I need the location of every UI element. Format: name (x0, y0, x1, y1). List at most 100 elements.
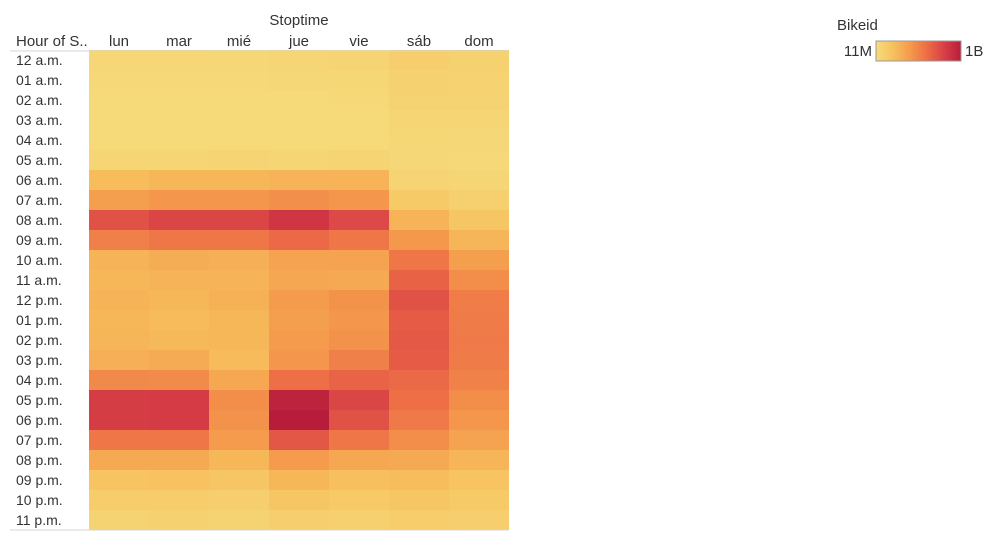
heatmap-cell[interactable] (89, 390, 149, 410)
heatmap-cell[interactable] (329, 250, 389, 270)
heatmap-cell[interactable] (209, 130, 269, 150)
heatmap-cell[interactable] (449, 130, 509, 150)
heatmap-cell[interactable] (329, 450, 389, 470)
heatmap-cell[interactable] (209, 110, 269, 130)
heatmap-cell[interactable] (149, 170, 209, 190)
heatmap-cell[interactable] (89, 150, 149, 170)
heatmap-cell[interactable] (209, 170, 269, 190)
heatmap-cell[interactable] (269, 110, 329, 130)
heatmap-cell[interactable] (329, 350, 389, 370)
heatmap-cell[interactable] (449, 210, 509, 230)
heatmap-cell[interactable] (149, 50, 209, 70)
heatmap-cell[interactable] (149, 150, 209, 170)
heatmap-cell[interactable] (389, 350, 449, 370)
heatmap-cell[interactable] (89, 310, 149, 330)
heatmap-cell[interactable] (149, 230, 209, 250)
heatmap-cell[interactable] (389, 270, 449, 290)
heatmap-cell[interactable] (269, 490, 329, 510)
heatmap-cell[interactable] (209, 470, 269, 490)
heatmap-cell[interactable] (329, 110, 389, 130)
heatmap-cell[interactable] (449, 70, 509, 90)
heatmap-cell[interactable] (389, 150, 449, 170)
heatmap-cell[interactable] (149, 310, 209, 330)
heatmap-cell[interactable] (449, 310, 509, 330)
heatmap-cell[interactable] (449, 370, 509, 390)
heatmap-cell[interactable] (89, 490, 149, 510)
heatmap-cell[interactable] (449, 250, 509, 270)
heatmap-cell[interactable] (149, 110, 209, 130)
heatmap-cell[interactable] (389, 210, 449, 230)
heatmap-cell[interactable] (149, 410, 209, 430)
heatmap-cell[interactable] (449, 90, 509, 110)
heatmap-cell[interactable] (89, 70, 149, 90)
heatmap-cell[interactable] (329, 230, 389, 250)
heatmap-cell[interactable] (329, 390, 389, 410)
heatmap-cell[interactable] (209, 330, 269, 350)
heatmap-cell[interactable] (389, 330, 449, 350)
heatmap-cell[interactable] (209, 310, 269, 330)
heatmap-cell[interactable] (329, 430, 389, 450)
heatmap-cell[interactable] (209, 450, 269, 470)
heatmap-cell[interactable] (449, 490, 509, 510)
heatmap-cell[interactable] (269, 510, 329, 530)
heatmap-cell[interactable] (329, 410, 389, 430)
heatmap-cell[interactable] (389, 110, 449, 130)
heatmap-cell[interactable] (269, 270, 329, 290)
heatmap-cell[interactable] (389, 170, 449, 190)
heatmap-cell[interactable] (329, 150, 389, 170)
heatmap-cell[interactable] (149, 330, 209, 350)
heatmap-cell[interactable] (89, 50, 149, 70)
heatmap-cell[interactable] (389, 390, 449, 410)
heatmap-cell[interactable] (449, 450, 509, 470)
heatmap-cell[interactable] (449, 510, 509, 530)
heatmap-cell[interactable] (329, 290, 389, 310)
heatmap-cell[interactable] (89, 130, 149, 150)
heatmap-cell[interactable] (209, 230, 269, 250)
heatmap-cell[interactable] (329, 330, 389, 350)
heatmap-cell[interactable] (149, 290, 209, 310)
heatmap-cell[interactable] (89, 90, 149, 110)
heatmap-cell[interactable] (389, 70, 449, 90)
heatmap-cell[interactable] (269, 310, 329, 330)
heatmap-cell[interactable] (149, 390, 209, 410)
heatmap-cell[interactable] (449, 190, 509, 210)
heatmap-cell[interactable] (329, 370, 389, 390)
heatmap-cell[interactable] (389, 470, 449, 490)
heatmap-cell[interactable] (269, 390, 329, 410)
heatmap-cell[interactable] (329, 470, 389, 490)
heatmap-cell[interactable] (269, 190, 329, 210)
heatmap-cell[interactable] (269, 70, 329, 90)
heatmap-cell[interactable] (269, 430, 329, 450)
heatmap-cell[interactable] (389, 310, 449, 330)
heatmap-cell[interactable] (269, 410, 329, 430)
heatmap-cell[interactable] (449, 390, 509, 410)
heatmap-cell[interactable] (149, 210, 209, 230)
heatmap-cell[interactable] (449, 150, 509, 170)
heatmap-cell[interactable] (149, 90, 209, 110)
heatmap-cell[interactable] (269, 250, 329, 270)
heatmap-cell[interactable] (449, 350, 509, 370)
heatmap-cell[interactable] (209, 70, 269, 90)
heatmap-cell[interactable] (389, 370, 449, 390)
heatmap-cell[interactable] (89, 370, 149, 390)
heatmap-cell[interactable] (329, 70, 389, 90)
heatmap-cell[interactable] (209, 430, 269, 450)
heatmap-cell[interactable] (329, 50, 389, 70)
heatmap-cell[interactable] (449, 290, 509, 310)
heatmap-cell[interactable] (329, 90, 389, 110)
heatmap-cell[interactable] (269, 370, 329, 390)
heatmap-cell[interactable] (149, 450, 209, 470)
heatmap-cell[interactable] (89, 230, 149, 250)
heatmap-cell[interactable] (329, 510, 389, 530)
heatmap-cell[interactable] (209, 90, 269, 110)
heatmap-cell[interactable] (149, 270, 209, 290)
heatmap-cell[interactable] (269, 130, 329, 150)
heatmap-cell[interactable] (269, 50, 329, 70)
heatmap-cell[interactable] (209, 490, 269, 510)
heatmap-cell[interactable] (269, 290, 329, 310)
heatmap-cell[interactable] (269, 170, 329, 190)
heatmap-cell[interactable] (209, 370, 269, 390)
heatmap-cell[interactable] (269, 210, 329, 230)
heatmap-cell[interactable] (89, 190, 149, 210)
heatmap-cell[interactable] (209, 190, 269, 210)
